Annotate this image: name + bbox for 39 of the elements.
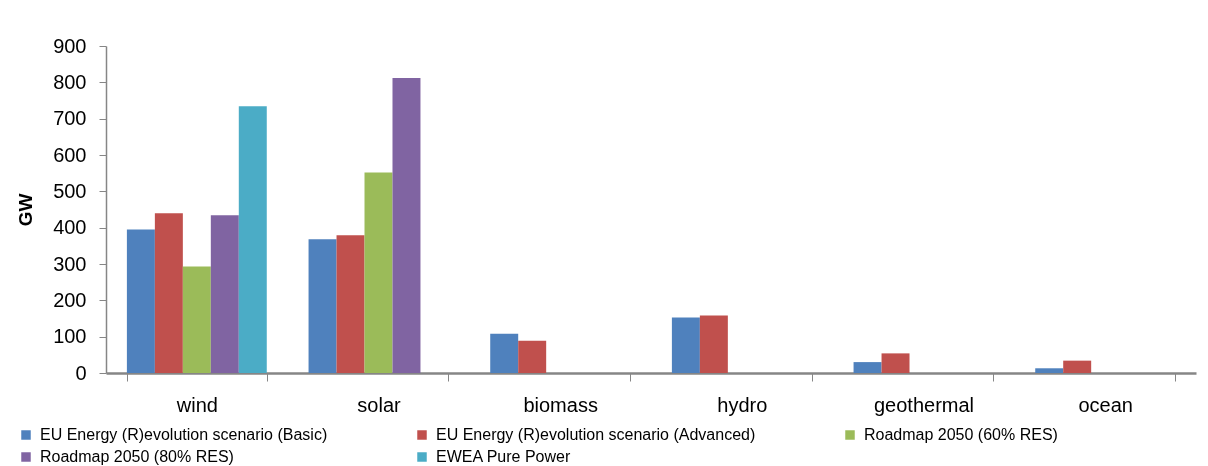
y-tick-label: 100 <box>53 325 87 348</box>
y-tick-label: 0 <box>75 361 87 384</box>
bar <box>308 239 337 373</box>
x-tick-label: geothermal <box>873 393 975 416</box>
bar <box>1063 360 1092 373</box>
legend-label: EU Energy (R)evolution scenario (Basic) <box>40 426 328 443</box>
y-tick-label: 300 <box>53 252 87 275</box>
bar <box>853 362 882 373</box>
bar <box>671 317 700 373</box>
y-tick-label: 500 <box>53 179 87 202</box>
bar <box>364 172 393 373</box>
y-tick-label: 600 <box>53 143 87 166</box>
x-tick-label: ocean <box>1078 393 1133 416</box>
y-tick-label: 900 <box>53 34 87 57</box>
y-tick-label: 700 <box>53 107 87 130</box>
legend-label: EU Energy (R)evolution scenario (Advanced) <box>436 426 756 443</box>
legend-label: EWEA Pure Power <box>436 448 571 465</box>
bar <box>154 213 183 373</box>
bar <box>518 340 547 373</box>
x-tick-label: solar <box>357 393 402 416</box>
x-tick-label: hydro <box>717 393 768 416</box>
y-tick-label: 200 <box>53 288 87 311</box>
x-tick-label: biomass <box>523 393 598 416</box>
bar <box>699 315 728 373</box>
x-tick-label: wind <box>175 393 218 416</box>
y-axis-title: GW <box>15 193 37 227</box>
legend-label: Roadmap 2050 (60% RES) <box>864 426 1058 443</box>
bar <box>490 333 519 373</box>
y-tick-label: 800 <box>53 70 87 93</box>
y-tick-label: 400 <box>53 216 87 239</box>
bar <box>182 266 211 373</box>
bar <box>392 77 421 373</box>
bar <box>238 106 267 373</box>
bar <box>1035 368 1064 373</box>
bar <box>336 235 365 373</box>
bar <box>210 215 239 373</box>
bar <box>126 229 155 373</box>
legend-label: Roadmap 2050 (80% RES) <box>40 448 234 465</box>
bar <box>881 353 910 373</box>
